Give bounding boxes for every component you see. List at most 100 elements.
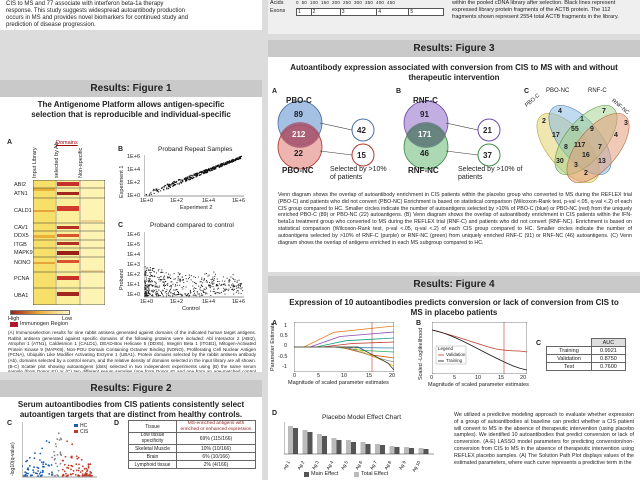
volcano-point [70, 473, 73, 476]
volcano-point [67, 464, 70, 467]
volcano-point [31, 474, 33, 477]
scatter-point [201, 277, 203, 279]
venn-b-value-mid: 171 [418, 130, 432, 139]
venn-c-region: 13 [598, 158, 606, 165]
scatter-point [209, 286, 211, 288]
loglik-legend-validation: Validation [446, 352, 466, 357]
scatter-point [236, 290, 238, 292]
scatter-point [229, 161, 231, 163]
scatter-b-xtick-2: 1E+4 [202, 198, 215, 204]
scatter-point [239, 282, 241, 285]
effect-category-label: Ag 10 [411, 460, 421, 473]
gene-itgb: ITGB [14, 242, 27, 248]
scatter-point [203, 278, 205, 280]
scatter-point [211, 166, 213, 168]
scatter-point [150, 193, 153, 195]
scatter-point [144, 279, 146, 281]
scatter-point [199, 295, 201, 297]
scatter-point [234, 285, 236, 287]
volcano-point [62, 473, 65, 476]
loglik-legend-training: Training [446, 358, 463, 363]
scatter-point [173, 182, 175, 184]
volcano-point [71, 465, 73, 468]
acids-label: Acids [270, 0, 284, 6]
volcano-point [65, 472, 67, 475]
scatter-point [199, 286, 201, 288]
scatter-point [213, 271, 215, 273]
venn-c-region: 16 [582, 152, 590, 159]
scatter-point [178, 183, 180, 185]
scatter-point [197, 276, 199, 278]
volcano-point [85, 467, 88, 470]
domains-label: Domains [56, 140, 78, 146]
volcano-point [72, 470, 75, 472]
scatter-c-ytick-3: 1E+3 [127, 262, 140, 268]
volcano-point [36, 472, 38, 475]
volcano-point [51, 456, 53, 459]
scatter-point [178, 274, 180, 276]
table-cell: 0.8750 [590, 354, 627, 363]
total-effect-bar [317, 434, 322, 454]
scatter-point [151, 290, 153, 292]
scatter-point [227, 162, 229, 164]
table-cell: 0.7600 [590, 362, 627, 371]
scatter-point [174, 285, 176, 287]
scatter-point [190, 275, 192, 277]
scatter-b-ytick-1: 1E+4 [127, 167, 140, 173]
scatter-b-ytick-0: 1E+6 [127, 154, 140, 160]
scatter-point [163, 189, 165, 191]
scatter-point [173, 292, 176, 294]
table-cell: 2% (4/166) [176, 460, 256, 469]
scatter-point [146, 295, 148, 297]
scatter-point [164, 291, 166, 293]
volcano-point [83, 474, 85, 477]
scatter-point [154, 289, 156, 292]
venn-c-region: 117 [574, 142, 586, 149]
scatter-point [231, 159, 233, 161]
volcano-point [81, 469, 84, 472]
volcano-point [33, 466, 35, 469]
scatter-point [198, 293, 201, 295]
scatter-point [206, 281, 209, 283]
main-effect-bar [322, 436, 327, 454]
scatter-point [238, 156, 240, 158]
scatter-point [205, 288, 208, 290]
scatter-point [208, 274, 210, 276]
scatter-point [197, 292, 199, 294]
col-selected: selected by Ab [54, 142, 60, 178]
scatter-point [213, 282, 215, 284]
table-cell: 0.9921 [590, 346, 627, 355]
venn-b [403, 100, 501, 170]
validation-curve [432, 329, 527, 353]
scatter-point [213, 279, 215, 281]
scatter-point [177, 272, 179, 274]
scatter-point [177, 279, 179, 281]
scatter-point [240, 155, 242, 157]
volcano-point [45, 440, 48, 442]
scatter-point [218, 283, 220, 285]
scatter-point [212, 291, 214, 293]
exon-2: 2 [312, 9, 341, 15]
gene-mapk9: MAPK9 [14, 250, 33, 256]
venn-a-value-top: 89 [294, 110, 303, 119]
volcano-point [48, 441, 51, 444]
loglik-xtick: 20 [520, 375, 527, 381]
scatter-point [227, 289, 229, 292]
scatter-point [195, 174, 197, 176]
scatter-point [172, 185, 174, 187]
scatter-b-xtick-3: 1E+6 [232, 198, 245, 204]
venn-c-label-rnfc: RNF-C [588, 88, 607, 94]
scatter-point [215, 165, 217, 167]
scatter-b-ytick-3: 1E+0 [127, 193, 140, 199]
scatter-point [207, 169, 210, 171]
volcano-point [67, 467, 70, 469]
scatter-point [235, 287, 237, 289]
scatter-point [225, 162, 227, 164]
scatter-point [170, 285, 172, 287]
figure-4-subtitle: Expression of 10 autoantibodies predicts… [289, 298, 619, 317]
scatter-point [168, 294, 170, 296]
scatter-point [186, 280, 188, 282]
scatter-point [210, 282, 212, 284]
scatter-point [228, 281, 230, 283]
main-effect-bar [423, 449, 429, 454]
